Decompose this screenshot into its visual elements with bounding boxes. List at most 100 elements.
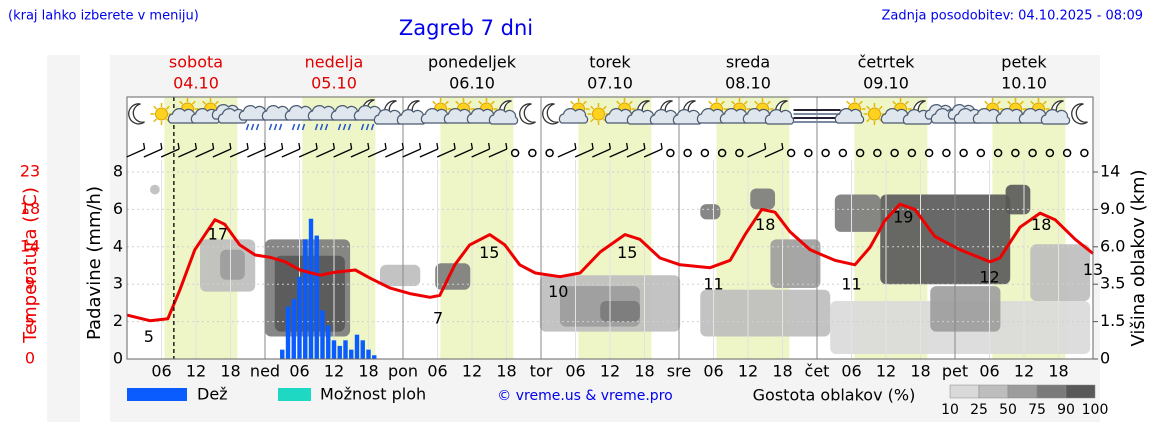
x-tick-label: 18 <box>772 362 792 381</box>
x-tick-label: 12 <box>186 362 206 381</box>
x-tick-label: 06 <box>427 362 447 381</box>
rain <box>250 123 255 131</box>
cloud-legend-swatch <box>949 384 980 399</box>
x-tick-label: 06 <box>979 362 999 381</box>
weather-icon <box>764 100 795 125</box>
wind-calm <box>976 148 986 158</box>
sun-ray <box>984 100 989 105</box>
y3-axis-title: Višina oblakov (km) <box>1128 169 1149 346</box>
weather-icon <box>519 103 536 125</box>
wind-barb-tick <box>608 142 612 150</box>
moon <box>542 103 559 125</box>
rain <box>314 123 319 131</box>
y3-tick-label: 14 <box>1100 162 1120 181</box>
x-tick-label: 06 <box>289 362 309 381</box>
sun-ray <box>432 100 437 105</box>
precip-bar <box>337 345 342 359</box>
sun-ray <box>490 100 495 105</box>
wind-barb <box>212 148 232 158</box>
sun <box>868 107 881 121</box>
precip-bar <box>349 349 354 359</box>
y2-tick-label: 5 <box>25 311 35 330</box>
wind-calm <box>993 148 1003 158</box>
wind-barb-tick <box>194 142 198 150</box>
cloud <box>834 108 865 124</box>
x-tick-label: 18 <box>910 362 930 381</box>
wind-barb <box>143 148 163 158</box>
day-name: sreda <box>726 53 770 72</box>
x-tick-label: 06 <box>841 362 861 381</box>
precip-bar <box>303 239 308 359</box>
wind-calm <box>1062 148 1072 158</box>
wind-barb-tick <box>487 142 491 150</box>
wind-barb <box>281 148 301 158</box>
day-date: 04.10 <box>173 74 219 93</box>
weather-icon <box>696 98 728 124</box>
x-tick-label: 12 <box>324 362 344 381</box>
wind-barb <box>488 148 508 158</box>
cloud-cell <box>700 289 831 337</box>
cloud <box>558 108 589 124</box>
x-tick-label: 12 <box>1014 362 1034 381</box>
cloud-legend-swatch <box>1007 384 1038 399</box>
wind-barb-tick <box>229 142 232 150</box>
x-tick-label: 12 <box>876 362 896 381</box>
x-tick-label: pet <box>942 362 968 381</box>
temperature-label: 15 <box>617 243 637 262</box>
sun-ray <box>1042 100 1047 105</box>
sun-ray <box>179 100 184 105</box>
wind-barb-tick <box>177 142 180 150</box>
precip-bar <box>308 218 314 359</box>
cloud-cell <box>834 194 881 232</box>
wind-barb <box>419 148 439 158</box>
wind-barb <box>264 148 283 158</box>
weather-icon <box>420 98 452 124</box>
sun-ray <box>616 100 621 105</box>
wind-barb-tick <box>315 142 318 150</box>
wind-barb-tick <box>280 142 284 150</box>
wind-barb-tick <box>453 142 456 150</box>
rain <box>245 123 250 131</box>
rain <box>291 123 296 131</box>
wind-barb-tick <box>781 142 784 150</box>
cloud-cell <box>600 301 640 322</box>
wind-barb-tick <box>401 142 405 150</box>
moon <box>519 103 536 125</box>
weather-icon <box>1071 103 1088 125</box>
rain <box>370 123 375 131</box>
cloud <box>1040 109 1071 125</box>
precip-bar <box>331 340 337 359</box>
rain <box>278 123 283 131</box>
y2-tick-label: 23 <box>20 162 40 181</box>
wind-barb <box>764 148 784 158</box>
wind-barb-tick <box>211 142 215 150</box>
cloud-cell <box>1005 184 1031 215</box>
precip-bar <box>366 349 371 359</box>
day-name: petek <box>1001 53 1047 72</box>
sun-ray <box>858 100 863 105</box>
cloud-legend-label: 50 <box>999 402 1017 418</box>
wind-barb <box>471 148 490 158</box>
cloud <box>764 109 795 125</box>
wind-calm <box>666 148 675 158</box>
weather-icon <box>542 103 559 125</box>
wind-barb-tick <box>298 142 301 150</box>
wind-calm <box>1080 148 1089 158</box>
temperature-label: 17 <box>208 224 228 243</box>
weather-icon <box>128 103 145 125</box>
wind-barb <box>367 148 387 158</box>
update-time: Zadnja posodobitev: 04.10.2025 - 08:09 <box>881 9 1143 24</box>
sun-ray <box>191 100 196 105</box>
y-tick-label: 8 <box>113 162 123 181</box>
day-name: ponedeljek <box>428 53 517 72</box>
temperature-label: 10 <box>548 282 568 301</box>
sun-ray <box>153 118 158 123</box>
weather-icon <box>443 98 475 124</box>
legend-swatch <box>278 388 311 401</box>
x-tick-label: 12 <box>462 362 482 381</box>
wind-barb <box>160 148 180 158</box>
chart-title: Zagreb 7 dni <box>399 16 533 40</box>
day-date: 06.10 <box>449 74 495 93</box>
temperature-label: 11 <box>841 275 861 294</box>
